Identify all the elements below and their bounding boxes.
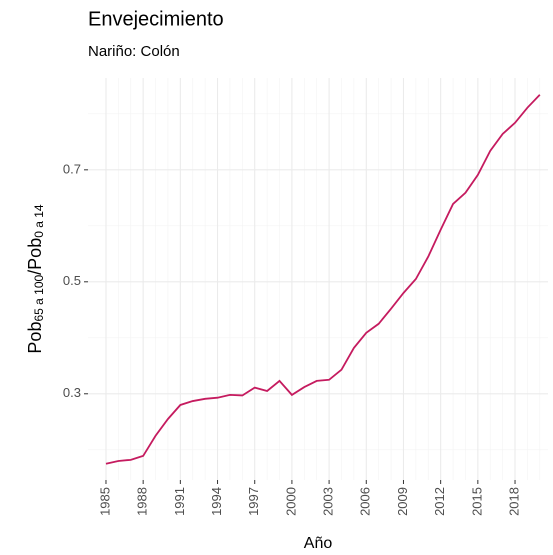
y-label-base: Pob [25, 322, 45, 354]
y-axis-label: Pob65 a 100/Pob0 a 14 [25, 204, 46, 353]
x-tick-label: 2015 [469, 487, 484, 516]
x-axis-label: Año [304, 535, 333, 552]
x-tick-label: 1988 [135, 487, 150, 516]
x-tick-label: 1994 [209, 487, 224, 516]
y-tick-label: 0.5 [63, 273, 81, 288]
chart-title: Envejecimiento [88, 8, 224, 30]
data-line [105, 94, 541, 465]
x-tick-label: 1997 [246, 487, 261, 516]
x-tick-label: 2012 [432, 487, 447, 516]
x-tick-label: 2018 [506, 487, 521, 516]
y-tick-label: 0.3 [63, 385, 81, 400]
x-tick-label: 1985 [97, 487, 112, 516]
x-tick-label: 2000 [283, 487, 298, 516]
x-tick-label: 2006 [358, 487, 373, 516]
x-tick-label: 2009 [395, 487, 410, 516]
chart-subtitle: Nariño: Colón [88, 43, 180, 60]
y-label-sub: 0 a 14 [32, 204, 46, 238]
x-tick-label: 1991 [172, 487, 187, 516]
y-label-sub: 65 a 100 [32, 275, 46, 322]
y-tick-label: 0.7 [63, 161, 81, 176]
y-label-sep: /Pob [25, 238, 45, 275]
x-tick-label: 2003 [321, 487, 336, 516]
